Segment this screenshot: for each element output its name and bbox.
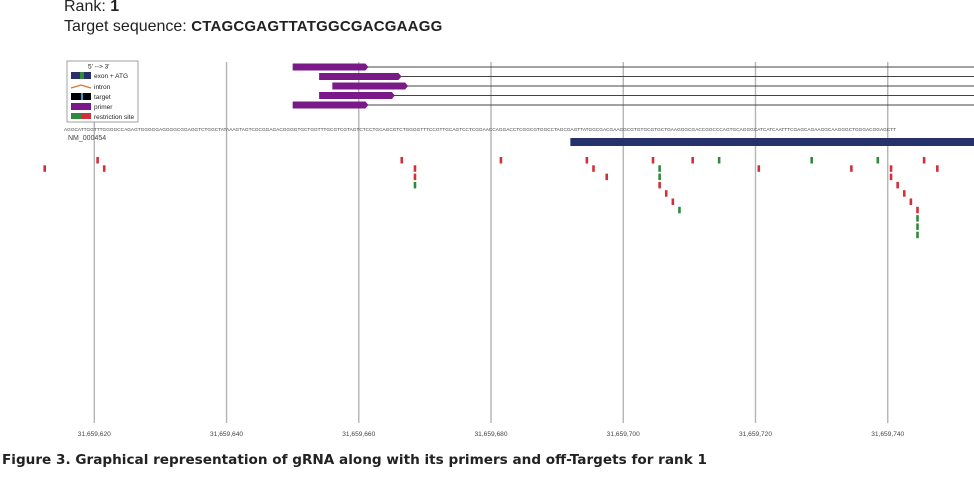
target-sequence-value: CTAGCGAGTTATGGCGACGAAGG (191, 18, 443, 35)
restriction-site-marker (810, 157, 814, 164)
restriction-site-marker (658, 165, 661, 172)
restriction-site-marker (889, 165, 893, 172)
exon-swatch-icon (71, 72, 91, 79)
target-sequence-line: Target sequence: CTAGCGAGTTATGGCGACGAAGG (64, 18, 442, 36)
restriction-site-marker (850, 165, 853, 172)
restriction-site-marker (916, 223, 919, 230)
legend-label-restriction: restriction site (94, 114, 134, 121)
restriction-site-marker (717, 157, 721, 164)
restriction-site-marker (671, 198, 675, 205)
restriction-site-marker (413, 165, 417, 172)
legend-label-intron: intron (94, 84, 111, 91)
exon-utr (570, 138, 974, 146)
left-primer (319, 92, 395, 99)
restriction-site-marker (413, 181, 417, 189)
primer-swatch-icon (71, 103, 91, 110)
legend-item-primer: primer (71, 103, 113, 111)
restriction-site-marker (902, 190, 906, 197)
restriction-site-marker (658, 181, 661, 189)
restriction-site-marker (592, 165, 595, 172)
x-tick-label: 31,659,680 (475, 431, 508, 438)
restriction-site-marker (96, 157, 99, 164)
rank-value: 1 (110, 0, 120, 15)
restriction-site-marker (678, 206, 681, 214)
legend-label-exon: exon + ATG (94, 73, 128, 80)
x-tick-label: 31,659,640 (210, 431, 243, 438)
restriction-site-marker (651, 157, 655, 164)
restriction-site-marker (658, 173, 661, 181)
restriction-site-marker (664, 190, 668, 197)
restriction-site-marker (896, 181, 899, 189)
x-tick-label: 31,659,700 (607, 431, 640, 438)
left-primer (332, 82, 409, 90)
restriction-site-marker (102, 165, 106, 172)
restriction-site-marker (876, 157, 880, 164)
restriction-site-marker (605, 173, 609, 181)
restriction-sites (43, 157, 939, 239)
restriction-site-marker (889, 173, 893, 181)
restriction-site-marker (922, 157, 926, 164)
left-primer (292, 101, 369, 109)
restriction-site-marker (585, 157, 589, 164)
restriction-site-marker (691, 157, 694, 164)
genomic-sequence: AGGCATTGGTTTGGGGCCAGAGTGGGGGAGGGGCGGAGGT… (64, 127, 896, 132)
left-primer (292, 63, 369, 71)
transcript (570, 138, 974, 146)
intron-line-icon (70, 84, 92, 89)
restriction-site-marker (916, 206, 919, 214)
genome-track-plot: 5' --> 3' exon + ATG intron target prime… (43, 60, 974, 438)
restriction-swatch-icon (71, 113, 91, 119)
legend-label-primer: primer (94, 104, 113, 111)
restriction-site-marker (909, 198, 913, 205)
rank-line: Rank: 1 (64, 0, 119, 16)
grid-lines (93, 62, 889, 423)
restriction-site-marker (43, 165, 47, 172)
x-tick-label: 31,659,720 (739, 431, 772, 438)
restriction-site-marker (499, 157, 503, 164)
legend-direction: 5' --> 3' (88, 64, 109, 71)
restriction-site-marker (757, 165, 761, 172)
target-swatch-icon (71, 93, 91, 100)
legend-item-restriction: restriction site (71, 113, 134, 121)
restriction-site-marker (400, 157, 404, 164)
target-sequence-label: Target sequence: (64, 18, 187, 35)
figure-caption: Figure 3. Graphical representation of gR… (2, 452, 707, 468)
restriction-site-marker (413, 173, 417, 181)
legend-item-target: target (71, 93, 111, 101)
x-axis-tick-labels: 31,659,620 31,659,640 31,659,660 31,659,680… (78, 431, 905, 438)
restriction-site-marker (916, 215, 919, 222)
legend: 5' --> 3' exon + ATG intron target prime… (66, 60, 139, 123)
legend-item-intron: intron (70, 84, 111, 91)
transcript-label: NM_000454 (68, 135, 106, 142)
x-tick-label: 31,659,660 (342, 431, 375, 438)
rank-label: Rank: (64, 0, 106, 15)
legend-label-target: target (94, 94, 111, 101)
legend-box (66, 60, 139, 123)
left-primer (319, 73, 402, 80)
x-tick-label: 31,659,740 (871, 431, 904, 438)
x-tick-label: 31,659,620 (78, 431, 111, 438)
legend-item-exon: exon + ATG (71, 72, 128, 80)
primer-pairs (292, 63, 974, 109)
restriction-site-marker (916, 231, 919, 239)
restriction-site-marker (936, 165, 939, 172)
